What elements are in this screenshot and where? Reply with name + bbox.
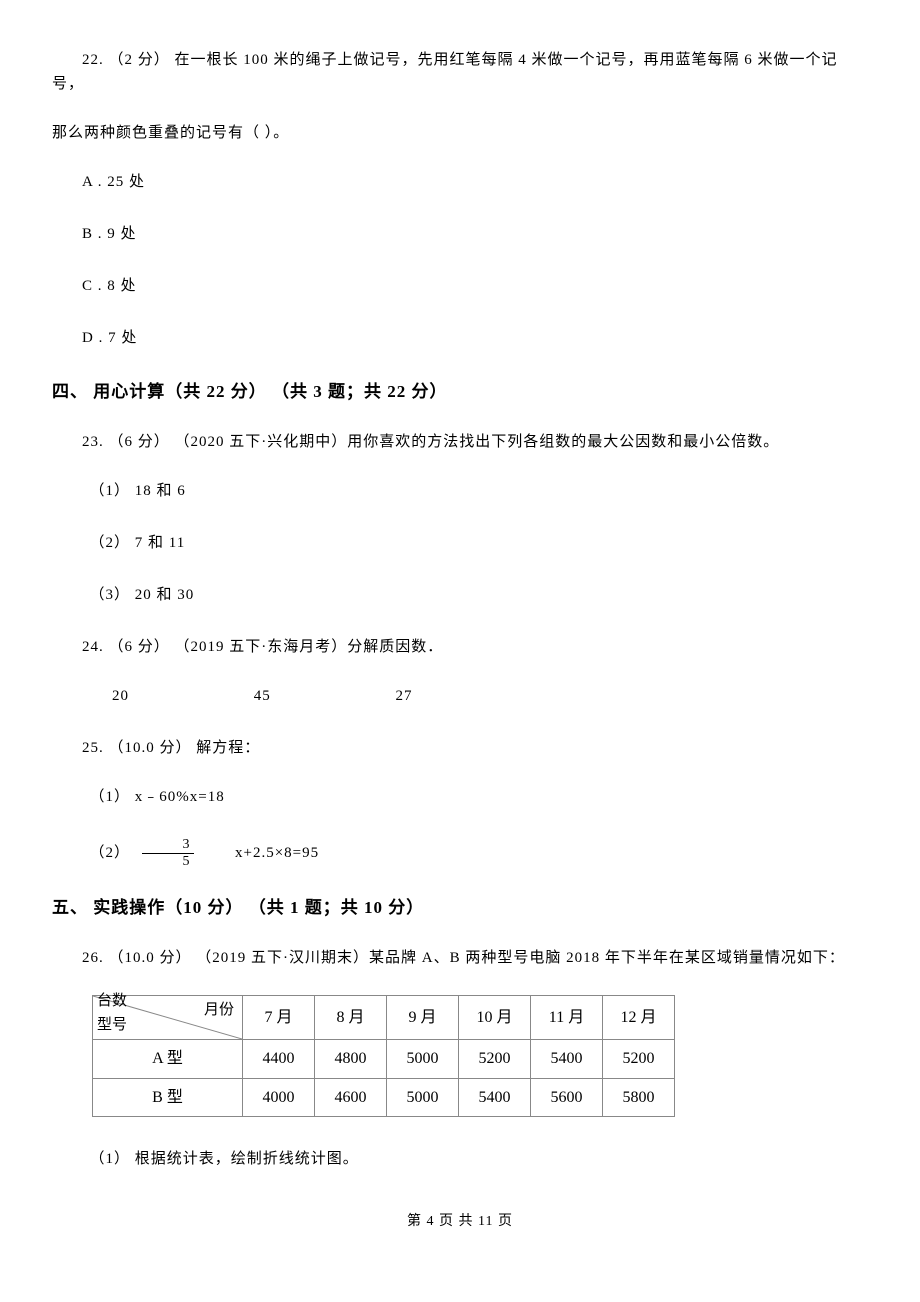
q24-n1: 20 <box>82 684 129 708</box>
cell: 5200 <box>459 1040 531 1079</box>
cell: 4000 <box>243 1078 315 1117</box>
diag-top-label: 月份 <box>204 998 234 1022</box>
q24-numbers: 20 45 27 <box>52 684 868 708</box>
diagonal-header-cell: 月份 台数型号 <box>93 996 243 1040</box>
section-5-title: 五、 实践操作（10 分） （共 1 题；共 10 分） <box>52 894 868 921</box>
table-row: A 型 4400 4800 5000 5200 5400 5200 <box>93 1040 675 1079</box>
cell: 4400 <box>243 1040 315 1079</box>
q23-sub2: （2） 7 和 11 <box>52 531 868 555</box>
cell: 4800 <box>315 1040 387 1079</box>
q24-n3: 27 <box>366 684 413 708</box>
cell: 4600 <box>315 1078 387 1117</box>
col-header: 9 月 <box>387 996 459 1040</box>
q23-header: 23. （6 分） （2020 五下·兴化期中）用你喜欢的方法找出下列各组数的最… <box>52 430 868 454</box>
diag-bot-label: 台数型号 <box>97 989 127 1037</box>
col-header: 10 月 <box>459 996 531 1040</box>
q25-sub2-label: （2） <box>52 841 130 865</box>
table-row: B 型 4000 4600 5000 5400 5600 5800 <box>93 1078 675 1117</box>
q25-header: 25. （10.0 分） 解方程： <box>52 736 868 760</box>
q26-sub1: （1） 根据统计表，绘制折线统计图。 <box>52 1147 868 1171</box>
sales-table: 月份 台数型号 7 月 8 月 9 月 10 月 11 月 12 月 A 型 4… <box>92 995 675 1117</box>
cell: 5400 <box>531 1040 603 1079</box>
q25-sub2: （2） 3 5 x+2.5×8=95 <box>52 837 868 869</box>
fraction-numerator: 3 <box>142 837 194 853</box>
table-header-row: 月份 台数型号 7 月 8 月 9 月 10 月 11 月 12 月 <box>93 996 675 1040</box>
q25-sub2-rest: x+2.5×8=95 <box>198 841 320 865</box>
page-footer: 第 4 页 共 11 页 <box>52 1211 868 1233</box>
data-table-wrapper: 月份 台数型号 7 月 8 月 9 月 10 月 11 月 12 月 A 型 4… <box>92 995 868 1117</box>
q23-sub3: （3） 20 和 30 <box>52 583 868 607</box>
q22-option-d: D . 7 处 <box>52 326 868 350</box>
cell: 5000 <box>387 1078 459 1117</box>
q22-option-c: C . 8 处 <box>52 274 868 298</box>
cell: 5600 <box>531 1078 603 1117</box>
cell: 5800 <box>603 1078 675 1117</box>
col-header: 8 月 <box>315 996 387 1040</box>
q22-option-b: B . 9 处 <box>52 222 868 246</box>
col-header: 11 月 <box>531 996 603 1040</box>
row-label: A 型 <box>93 1040 243 1079</box>
q23-sub1: （1） 18 和 6 <box>52 479 868 503</box>
cell: 5000 <box>387 1040 459 1079</box>
cell: 5200 <box>603 1040 675 1079</box>
q25-sub1: （1） x﹣60%x=18 <box>52 785 868 809</box>
q22-header-1: 22. （2 分） 在一根长 100 米的绳子上做记号，先用红笔每隔 4 米做一… <box>52 48 868 96</box>
q24-n2: 45 <box>224 684 271 708</box>
q22-header-2: 那么两种颜色重叠的记号有（ ）。 <box>52 121 868 145</box>
col-header: 12 月 <box>603 996 675 1040</box>
section-4-title: 四、 用心计算（共 22 分） （共 3 题；共 22 分） <box>52 378 868 405</box>
q22-option-a: A . 25 处 <box>52 170 868 194</box>
cell: 5400 <box>459 1078 531 1117</box>
q24-header: 24. （6 分） （2019 五下·东海月考）分解质因数． <box>52 635 868 659</box>
q26-header: 26. （10.0 分） （2019 五下·汉川期末）某品牌 A、B 两种型号电… <box>52 946 868 970</box>
fraction-3-5: 3 5 <box>142 837 194 869</box>
col-header: 7 月 <box>243 996 315 1040</box>
fraction-denominator: 5 <box>142 854 194 869</box>
row-label: B 型 <box>93 1078 243 1117</box>
